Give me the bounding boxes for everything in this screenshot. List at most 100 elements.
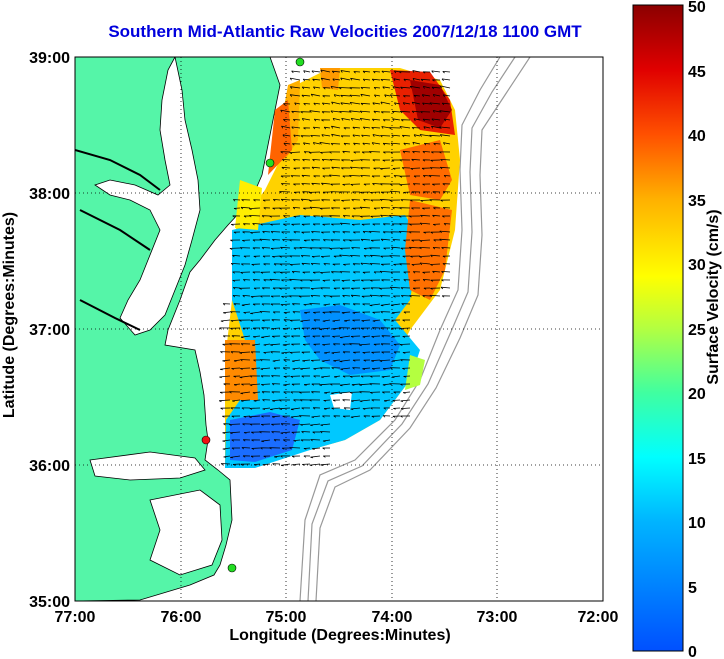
velocity-arrowhead — [309, 247, 313, 250]
velocity-arrowhead — [290, 376, 294, 378]
velocity-arrow — [369, 303, 381, 306]
velocity-arrowhead — [391, 319, 394, 322]
velocity-arrow — [402, 134, 411, 137]
velocity-arrowhead — [271, 416, 275, 418]
velocity-arrowhead — [409, 246, 412, 250]
velocity-arrowhead — [259, 431, 262, 434]
velocity-arrowhead — [403, 192, 406, 194]
velocity-arrowhead — [283, 384, 286, 386]
velocity-arrowhead — [371, 351, 374, 354]
velocity-arrowhead — [323, 455, 326, 458]
velocity-arrowhead — [240, 207, 244, 210]
velocity-arrow — [363, 78, 371, 81]
velocity-arrow — [340, 102, 351, 105]
river-potomac — [75, 149, 161, 191]
velocity-arrow — [442, 102, 451, 105]
velocity-arrowhead — [311, 166, 315, 170]
velocity-arrowhead — [391, 111, 395, 114]
velocity-arrow — [311, 182, 321, 185]
velocity-arrowhead — [429, 134, 432, 138]
velocity-arrowhead — [303, 455, 307, 458]
velocity-arrowhead — [319, 247, 322, 250]
velocity-arrowhead — [311, 391, 314, 394]
velocity-arrowhead — [413, 95, 416, 98]
velocity-arrow — [302, 159, 311, 161]
velocity-arrowhead — [399, 207, 402, 210]
velocity-arrowhead — [403, 311, 407, 314]
velocity-arrowhead — [439, 134, 443, 137]
velocity-arrowhead — [263, 455, 267, 458]
velocity-arrowhead — [321, 256, 324, 258]
velocity-arrowhead — [309, 303, 312, 306]
velocity-arrowhead — [350, 184, 354, 186]
velocity-arrowhead — [390, 231, 393, 234]
velocity-arrow — [402, 351, 411, 353]
velocity-arrowhead — [270, 344, 273, 346]
velocity-arrow — [272, 415, 281, 418]
velocity-arrowhead — [363, 255, 367, 258]
velocity-arrowhead — [232, 215, 235, 218]
velocity-arrowhead — [252, 271, 256, 274]
velocity-arrowhead — [370, 392, 373, 394]
velocity-arrowhead — [341, 280, 345, 282]
velocity-arrowhead — [332, 320, 335, 322]
velocity-arrow — [351, 199, 361, 201]
velocity-arrowhead — [380, 255, 383, 258]
velocity-arrowhead — [291, 383, 295, 386]
velocity-arrow — [324, 126, 331, 129]
velocity-arrowhead — [380, 191, 384, 194]
velocity-arrowhead — [313, 175, 316, 178]
velocity-arrowhead — [299, 399, 303, 402]
velocity-arrowhead — [371, 127, 374, 130]
velocity-arrow — [293, 134, 301, 137]
velocity-arrow — [230, 319, 241, 321]
velocity-arrow — [390, 142, 401, 145]
velocity-arrowhead — [269, 278, 273, 282]
velocity-arrowhead — [360, 87, 364, 90]
velocity-arrowhead — [342, 175, 346, 178]
velocity-arrow — [333, 118, 341, 121]
velocity-arrowhead — [220, 368, 223, 371]
velocity-arrow — [320, 463, 331, 466]
velocity-arrowhead — [298, 295, 302, 298]
velocity-arrowhead — [433, 239, 436, 242]
velocity-arrowhead — [260, 223, 263, 226]
velocity-arrow — [281, 463, 291, 466]
velocity-arrowhead — [409, 215, 412, 218]
velocity-arrowhead — [330, 191, 333, 194]
velocity-arrowhead — [272, 463, 275, 466]
velocity-arrow — [300, 367, 311, 370]
velocity-arrow — [423, 279, 431, 281]
velocity-arrow — [302, 359, 311, 362]
velocity-arrowhead — [369, 375, 373, 378]
velocity-arrowhead — [333, 287, 337, 290]
x-tick-label: 73:00 — [477, 609, 518, 626]
velocity-arrow — [410, 167, 421, 169]
velocity-arrowhead — [321, 376, 324, 378]
y-axis-label: Latitude (Degrees:Minutes) — [1, 212, 18, 418]
velocity-arrowhead — [279, 263, 283, 266]
velocity-arrow — [359, 383, 371, 386]
velocity-arrow — [301, 174, 311, 177]
velocity-arrowhead — [392, 239, 395, 242]
velocity-arrowhead — [411, 207, 414, 210]
velocity-arrowhead — [260, 368, 264, 371]
velocity-arrow — [403, 391, 411, 393]
velocity-arrowhead — [393, 295, 396, 298]
velocity-arrowhead — [399, 344, 403, 346]
velocity-arrow — [249, 215, 261, 217]
velocity-arrowhead — [313, 368, 317, 370]
velocity-arrowhead — [310, 93, 313, 97]
velocity-arrowhead — [442, 255, 446, 258]
velocity-arrow — [411, 263, 421, 265]
colorbar-tick-label: 0 — [688, 644, 697, 659]
velocity-arrowhead — [272, 287, 276, 290]
velocity-arrowhead — [261, 287, 265, 290]
velocity-arrow — [279, 407, 291, 410]
velocity-arrowhead — [260, 295, 263, 298]
velocity-arrowhead — [309, 464, 313, 467]
velocity-arrowhead — [341, 312, 345, 314]
y-tick-label: 38:00 — [29, 186, 70, 203]
velocity-arrowhead — [382, 391, 385, 394]
velocity-arrowhead — [239, 352, 243, 354]
